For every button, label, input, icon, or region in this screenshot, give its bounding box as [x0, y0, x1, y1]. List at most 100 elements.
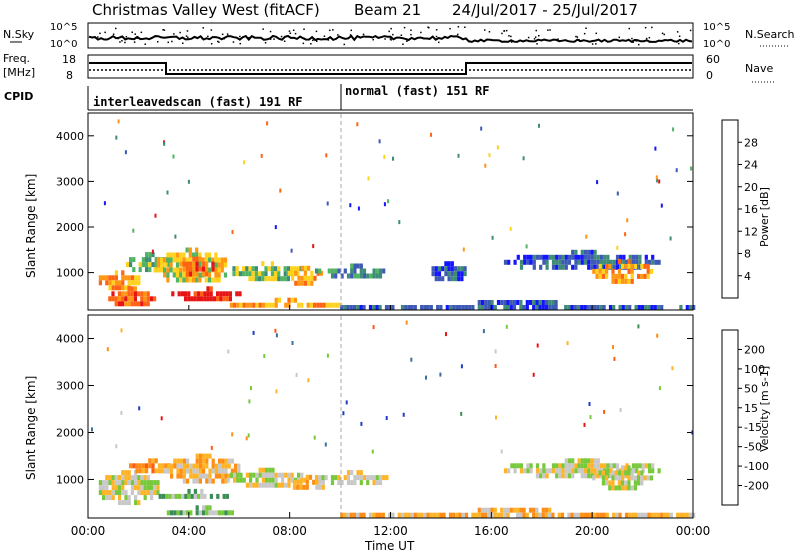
- heatmap-cell: [179, 267, 183, 273]
- heatmap-cell: [447, 261, 451, 267]
- heatmap-cell: [117, 301, 121, 307]
- heatmap-cell: [535, 300, 539, 305]
- heatmap-speckle: [616, 245, 619, 250]
- nsearch-dot: [329, 29, 331, 32]
- heatmap-cell: [223, 272, 228, 278]
- heatmap-cell: [500, 507, 504, 513]
- heatmap-cell: [274, 276, 278, 282]
- heatmap-cell: [555, 473, 559, 479]
- heatmap-cell: [448, 305, 453, 310]
- heatmap-cell: [108, 495, 112, 501]
- heatmap-cell: [204, 277, 208, 283]
- heatmap-cell: [526, 259, 530, 265]
- heatmap-cell: [353, 263, 357, 269]
- heatmap-cell: [224, 478, 228, 484]
- heatmap-cell: [233, 302, 237, 308]
- heatmap-cell: [461, 512, 465, 518]
- heatmap-cell: [214, 468, 218, 474]
- heatmap-cell: [207, 257, 212, 263]
- heatmap-cell: [506, 507, 510, 513]
- heatmap-cell: [146, 480, 150, 486]
- heatmap-cell: [545, 254, 549, 260]
- heatmap-cell: [307, 265, 311, 271]
- heatmap-cell: [513, 468, 517, 474]
- heatmap-cell: [202, 463, 206, 469]
- heatmap-cell: [300, 472, 304, 478]
- heatmap-cell: [209, 493, 213, 499]
- y-tick-label: 4000: [56, 332, 84, 345]
- heatmap-speckle: [484, 163, 487, 168]
- nsearch-dot: [350, 29, 352, 32]
- heatmap-cell: [538, 305, 542, 310]
- heatmap-cell: [118, 480, 122, 486]
- heatmap-cell: [407, 305, 411, 310]
- heatmap-cell: [179, 510, 183, 516]
- heatmap-cell: [356, 475, 360, 481]
- heatmap-cell: [480, 512, 485, 518]
- heatmap-cell: [460, 276, 464, 282]
- nsearch-dot: [636, 40, 638, 42]
- nsearch-dot: [283, 40, 286, 42]
- colorbar-tick-label: 8: [744, 248, 751, 261]
- heatmap-cell: [129, 463, 133, 469]
- heatmap-cell: [164, 262, 168, 268]
- heatmap-cell: [205, 271, 209, 277]
- heatmap-speckle: [160, 416, 163, 421]
- heatmap-cell: [124, 285, 128, 291]
- heatmap-cell: [609, 463, 613, 469]
- heatmap-cell: [118, 285, 122, 291]
- heatmap-cell: [637, 273, 641, 279]
- heatmap-cell: [190, 493, 194, 499]
- heatmap-cell: [127, 475, 131, 481]
- heatmap-cell: [217, 267, 221, 273]
- heatmap-cell: [353, 268, 357, 274]
- heatmap-cell: [140, 480, 144, 486]
- nsearch-dot: [154, 35, 156, 37]
- heatmap-cell: [165, 493, 169, 499]
- nsky-tick-high: 10^5: [50, 22, 77, 33]
- heatmap-cell: [204, 252, 208, 258]
- heatmap-cell: [555, 264, 559, 270]
- heatmap-cell: [150, 480, 154, 486]
- nsearch-dot: [323, 35, 326, 37]
- heatmap-speckle: [356, 122, 359, 127]
- heatmap-cell: [302, 484, 306, 490]
- nsearch-dot: [187, 36, 189, 39]
- heatmap-speckle: [103, 201, 106, 206]
- heatmap-speckle: [383, 154, 386, 159]
- heatmap-cell: [624, 278, 628, 284]
- heatmap-cell: [346, 475, 351, 481]
- heatmap-cell: [375, 512, 379, 518]
- heatmap-speckle: [371, 449, 374, 454]
- heatmap-cell: [353, 273, 357, 279]
- heatmap-cell: [685, 512, 689, 518]
- heatmap-cell: [516, 300, 520, 305]
- heatmap-cell: [660, 305, 664, 310]
- heatmap-cell: [596, 512, 600, 518]
- heatmap-cell: [400, 512, 405, 518]
- heatmap-cell: [216, 493, 220, 499]
- heatmap-cell: [384, 305, 389, 310]
- heatmap-cell: [140, 291, 144, 297]
- nsearch-dot: [508, 35, 510, 37]
- heatmap-cell: [242, 271, 246, 277]
- heatmap-cell: [643, 263, 647, 269]
- nsearch-dot: [427, 26, 429, 28]
- heatmap-cell: [195, 463, 199, 469]
- heatmap-cell: [609, 468, 613, 474]
- heatmap-cell: [608, 305, 613, 310]
- heatmap-cell: [312, 479, 316, 485]
- heatmap-cell: [526, 463, 530, 469]
- heatmap-cell: [105, 480, 109, 486]
- heatmap-cell: [252, 472, 256, 478]
- nsearch-dot: [410, 33, 412, 36]
- heatmap-cell: [251, 276, 255, 282]
- heatmap-cell: [156, 267, 160, 273]
- heatmap-cell: [611, 485, 615, 491]
- heatmap-cell: [227, 458, 231, 464]
- heatmap-cell: [218, 458, 222, 464]
- heatmap-speckle: [326, 353, 329, 358]
- nsearch-dot: [182, 42, 184, 44]
- heatmap-cell: [148, 252, 152, 258]
